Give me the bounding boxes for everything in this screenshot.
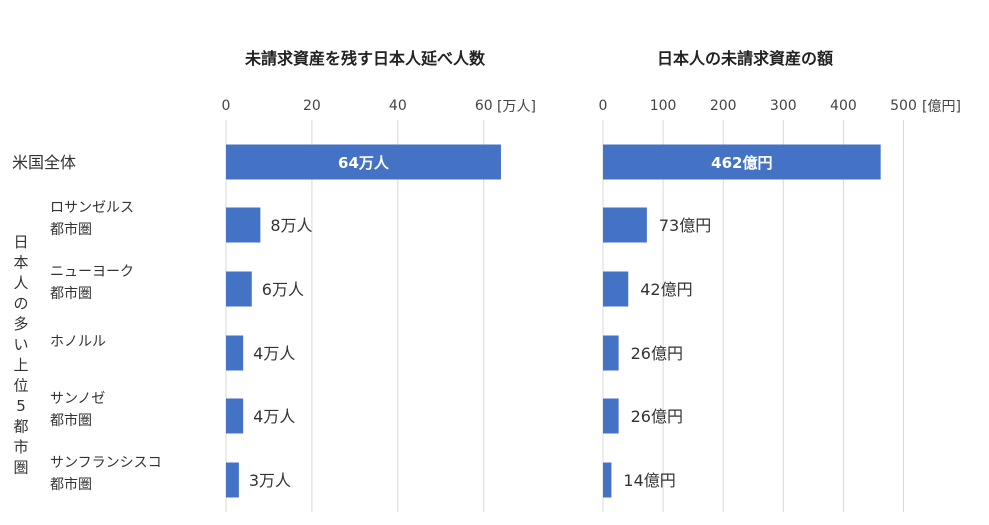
bar-amount — [603, 335, 619, 371]
group-label-char: 5 — [16, 397, 26, 415]
data-label-people: 4万人 — [253, 344, 295, 363]
category-label-city-suffix: 都市圏 — [50, 412, 92, 429]
group-label-char: 都 — [13, 418, 28, 436]
bar-people — [226, 207, 261, 243]
data-label-amount: 26億円 — [631, 407, 683, 426]
group-label-char: 上 — [13, 356, 28, 374]
bar-people — [226, 271, 252, 307]
bar-amount — [603, 271, 629, 307]
category-label-city: ロサンゼルス — [50, 200, 134, 216]
data-label-amount: 26億円 — [631, 344, 683, 363]
chart-title-amount: 日本人の未請求資産の額 — [657, 49, 833, 68]
x-tick-label-people: 20 — [303, 98, 321, 114]
x-tick-label-people: 40 — [389, 98, 407, 114]
data-label-people: 8万人 — [270, 216, 312, 235]
category-label-city-suffix: 都市圏 — [50, 221, 92, 238]
category-label-city: サンフランシスコ — [50, 455, 162, 471]
x-tick-label-amount: 400 — [830, 98, 857, 114]
group-label-char: 圏 — [13, 459, 28, 477]
data-label-people: 6万人 — [262, 280, 304, 299]
category-label-city-suffix: 都市圏 — [50, 285, 92, 302]
data-label-amount: 462億円 — [711, 154, 772, 172]
data-label-people: 64万人 — [338, 154, 390, 172]
bar-amount — [603, 144, 881, 180]
unit-label-amount: [億円] — [922, 99, 961, 115]
bar-people — [226, 398, 244, 434]
group-label-char: の — [13, 295, 28, 313]
category-label-city: ホノルル — [50, 334, 106, 350]
bar-people — [226, 335, 244, 371]
chart-title-people: 未請求資産を残す日本人延べ人数 — [244, 49, 486, 68]
group-label-char: 日 — [13, 233, 28, 251]
bar-amount — [603, 462, 612, 498]
category-label-city-suffix: 都市圏 — [50, 476, 92, 493]
x-tick-label-people: 60 — [475, 98, 493, 114]
group-label-char: 人 — [13, 274, 28, 292]
bar-people — [226, 462, 239, 498]
x-tick-label-people: 0 — [222, 98, 231, 114]
bar-amount — [603, 207, 647, 243]
data-label-people: 3万人 — [249, 471, 291, 490]
category-label-city: ニューヨーク — [50, 264, 134, 280]
x-tick-label-amount: 0 — [599, 98, 608, 114]
category-label-us-total: 米国全体 — [12, 153, 76, 172]
data-label-amount: 14億円 — [623, 471, 675, 490]
group-label-char: 本 — [13, 254, 28, 272]
data-label-people: 4万人 — [253, 407, 295, 426]
group-label-char: 多 — [13, 315, 28, 333]
bar-amount — [603, 398, 619, 434]
x-tick-label-amount: 300 — [770, 98, 797, 114]
x-tick-label-amount: 100 — [650, 98, 677, 114]
group-label-char: 位 — [13, 377, 28, 395]
x-tick-label-amount: 500 — [890, 98, 917, 114]
category-label-city: サンノゼ — [50, 391, 105, 407]
unit-label-people: [万人] — [497, 99, 536, 115]
x-tick-label-amount: 200 — [710, 98, 737, 114]
data-label-amount: 73億円 — [659, 216, 711, 235]
group-label-char: 市 — [13, 438, 28, 456]
bar-people — [226, 144, 501, 180]
data-label-amount: 42億円 — [640, 280, 692, 299]
group-label-char: い — [13, 336, 28, 354]
